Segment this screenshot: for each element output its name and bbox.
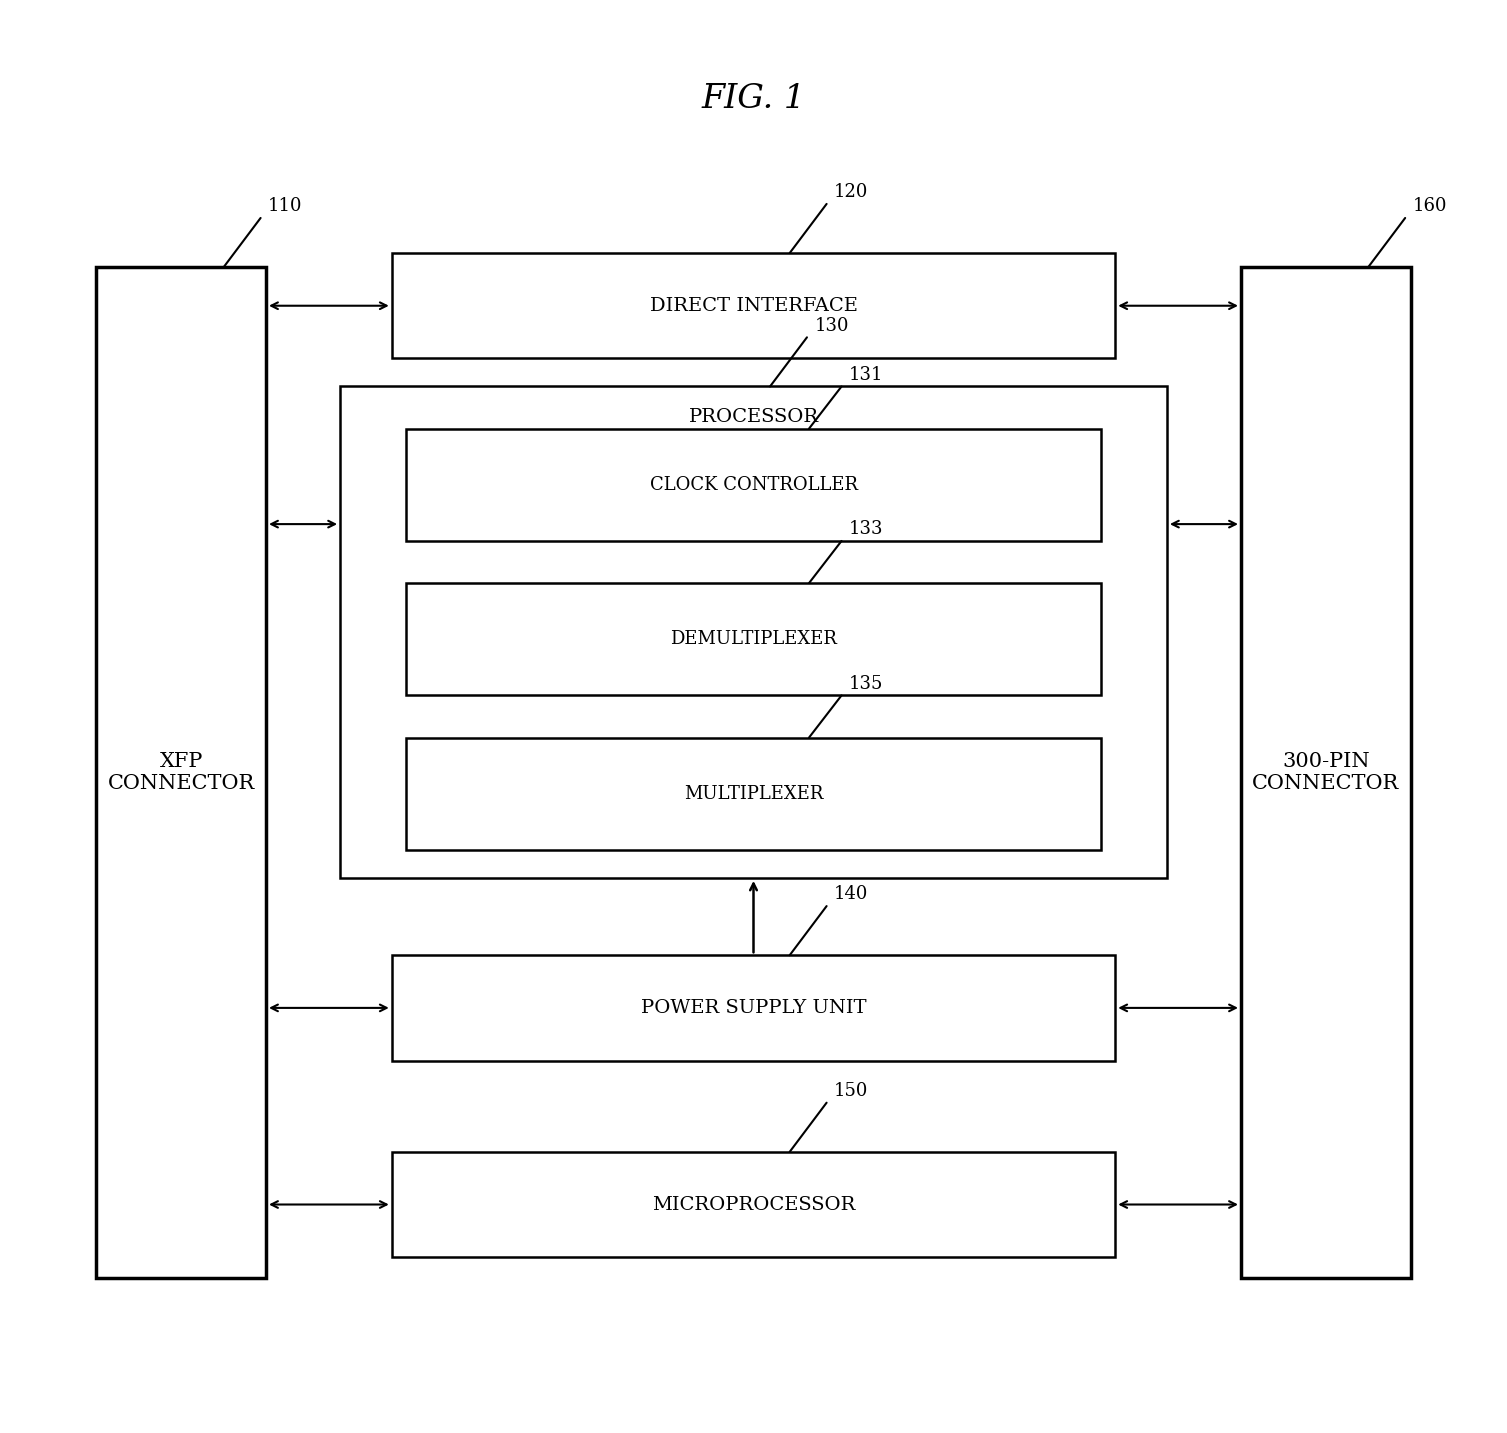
Bar [407,583,1100,695]
Text: DIRECT INTERFACE: DIRECT INTERFACE [650,297,857,315]
Text: MULTIPLEXER: MULTIPLEXER [684,785,823,802]
Bar [407,738,1100,850]
Text: 140: 140 [833,886,868,903]
Bar [392,956,1115,1060]
Bar [392,254,1115,358]
Text: PROCESSOR: PROCESSOR [689,408,818,427]
Text: CLOCK CONTROLLER: CLOCK CONTROLLER [650,476,857,494]
Text: MICROPROCESSOR: MICROPROCESSOR [653,1195,854,1214]
Text: 133: 133 [848,520,883,539]
Bar [1240,267,1411,1278]
Text: 130: 130 [814,317,848,334]
Text: DEMULTIPLEXER: DEMULTIPLEXER [671,631,836,648]
Text: 135: 135 [848,675,883,692]
Bar [341,387,1166,878]
Bar [96,267,267,1278]
Bar [407,428,1100,540]
Text: 160: 160 [1412,198,1447,215]
Text: POWER SUPPLY UNIT: POWER SUPPLY UNIT [640,999,867,1017]
Text: XFP
CONNECTOR: XFP CONNECTOR [107,752,255,794]
Text: 300-PIN
CONNECTOR: 300-PIN CONNECTOR [1252,752,1400,794]
Text: 150: 150 [833,1082,868,1101]
Text: 110: 110 [268,198,303,215]
Text: 131: 131 [848,365,883,384]
Text: 120: 120 [833,183,868,201]
Bar [392,1152,1115,1257]
Text: FIG. 1: FIG. 1 [701,83,806,115]
